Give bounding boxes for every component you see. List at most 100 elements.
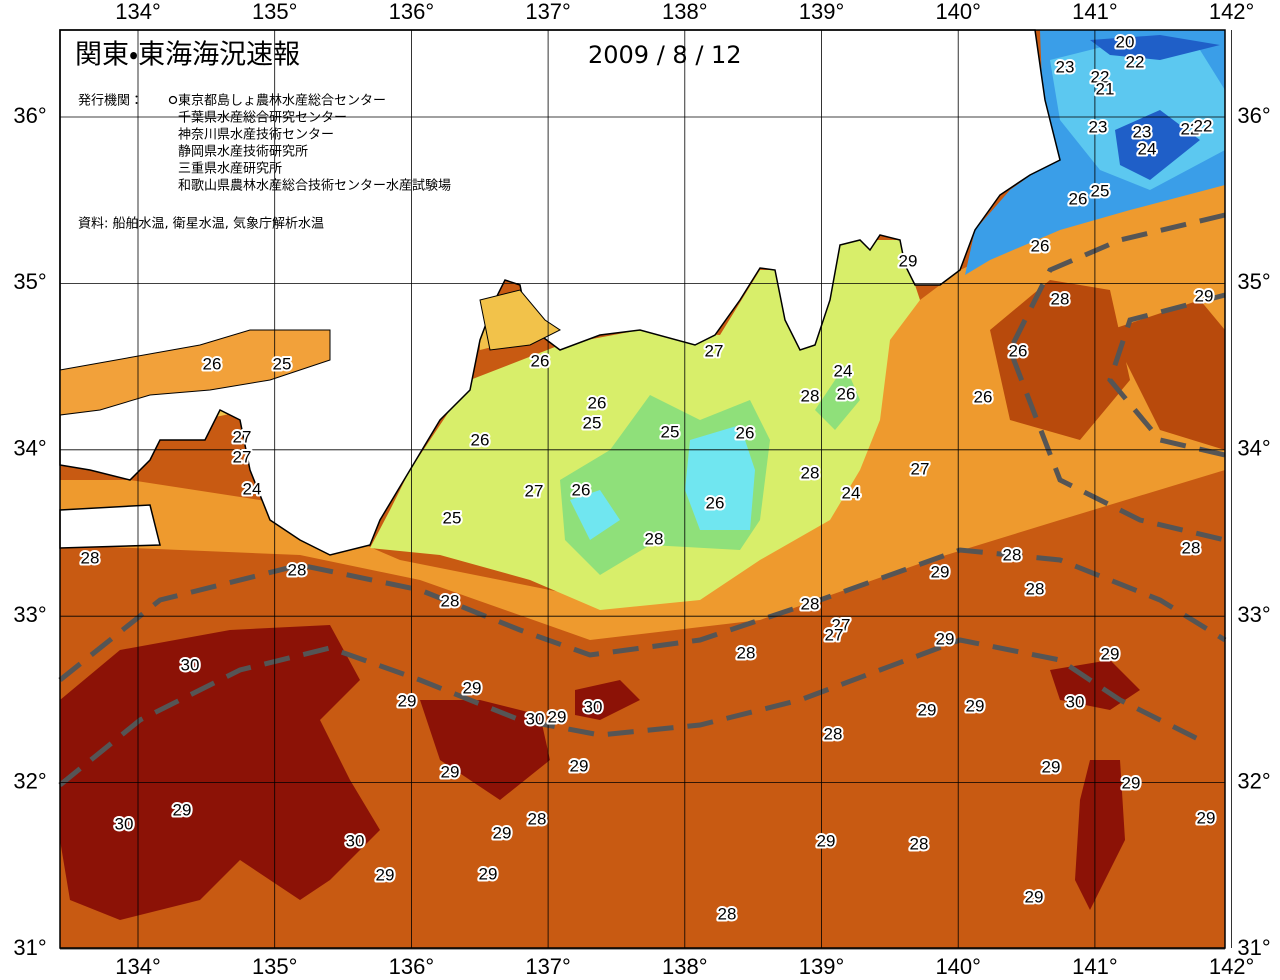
- contour-label: 27: [825, 625, 844, 644]
- lon-tick-label: 140°: [935, 0, 981, 24]
- contour-label: 29: [936, 629, 955, 648]
- issuer-label: 発行機関：: [78, 94, 143, 109]
- lon-tick-label: 139°: [799, 0, 845, 24]
- contour-label: 28: [718, 904, 737, 923]
- lon-tick-label: 138°: [662, 0, 708, 24]
- contour-label: 29: [441, 762, 460, 781]
- map-date: 2009 / 8 / 12: [588, 41, 742, 69]
- contour-label: 29: [931, 562, 950, 581]
- contour-label: 21: [1096, 79, 1115, 98]
- lon-tick-label: 134°: [115, 954, 161, 979]
- contour-label: 29: [899, 251, 918, 270]
- contour-label: 26: [1031, 236, 1050, 255]
- issuer-name: 三重県水産研究所: [178, 161, 282, 177]
- contour-label: 25: [583, 413, 602, 432]
- contour-label: 27: [233, 427, 252, 446]
- contour-label: 25: [443, 508, 462, 527]
- contour-label: 26: [706, 493, 725, 512]
- lat-tick-label: 33°: [1237, 602, 1270, 627]
- kuroshio-line: [1107, 292, 1226, 458]
- contour-label: 29: [493, 823, 512, 842]
- issuer-name: 和歌山県農林水産総合技術センター水産試験場: [178, 178, 451, 194]
- lon-tick-label: 136°: [389, 954, 435, 979]
- contour-label: 28: [824, 724, 843, 743]
- contour-label: 29: [1042, 757, 1061, 776]
- contour-label: 28: [645, 529, 664, 548]
- contour-label: 28: [528, 809, 547, 828]
- contour-label: 29: [918, 700, 937, 719]
- contour-label: 29: [966, 696, 985, 715]
- kuroshio-line: [1007, 212, 1226, 543]
- contour-label: 30: [115, 814, 134, 833]
- contour-label: 28: [81, 548, 100, 567]
- contour-label: 29: [1122, 773, 1141, 792]
- contour-label: 29: [1197, 808, 1216, 827]
- lat-tick-label: 34°: [1237, 436, 1270, 461]
- land: [59, 504, 161, 549]
- lat-tick-label: 32°: [1237, 768, 1270, 793]
- contour-label: 27: [832, 615, 851, 634]
- contour-label: 28: [737, 643, 756, 662]
- contour-label: 22: [1181, 119, 1200, 138]
- lon-tick-label: 135°: [252, 0, 298, 24]
- contour-label: 29: [548, 707, 567, 726]
- contour-label: 27: [233, 447, 252, 466]
- contour-label: 29: [479, 864, 498, 883]
- contour-label: 24: [243, 479, 262, 498]
- contour-label: 25: [273, 354, 292, 373]
- lon-tick-label: 141°: [1072, 954, 1118, 979]
- zone-24: [570, 425, 755, 540]
- issuer-name: 静岡県水産技術研究所: [178, 144, 308, 160]
- contour-label: 26: [1069, 189, 1088, 208]
- issuer-bullet: [168, 95, 178, 105]
- lat-tick-label: 31°: [1237, 935, 1270, 960]
- zone-29: [990, 280, 1225, 450]
- lon-tick-label: 142°: [1209, 0, 1255, 24]
- contour-label: 30: [181, 655, 200, 674]
- contour-label: 30: [526, 709, 545, 728]
- contour-label: 26: [974, 387, 993, 406]
- contour-label: 28: [1182, 538, 1201, 557]
- contour-label: 30: [346, 831, 365, 850]
- lon-tick-label: 137°: [525, 0, 571, 24]
- lon-tick-label: 141°: [1072, 0, 1118, 24]
- contour-label: 26: [588, 393, 607, 412]
- contour-label: 29: [376, 865, 395, 884]
- kuroshio-line: [58, 547, 1227, 682]
- lon-tick-label: 140°: [935, 954, 981, 979]
- contour-label: 22: [1126, 52, 1145, 71]
- lon-tick-label: 142°: [1209, 954, 1255, 979]
- lat-tick-label: 36°: [13, 103, 46, 128]
- land: [59, 29, 1061, 556]
- contour-label: 30: [1066, 692, 1085, 711]
- contour-label: 23: [1089, 117, 1108, 136]
- contour-label: 24: [834, 361, 853, 380]
- lon-tick-label: 135°: [252, 954, 298, 979]
- contour-label: 27: [911, 459, 930, 478]
- source-note: 資料: 船舶水温, 衛星水温, 気象庁解析水温: [78, 216, 324, 232]
- contour-label: 26: [1009, 341, 1028, 360]
- contour-label: 26: [531, 351, 550, 370]
- lat-tick-label: 33°: [13, 602, 46, 627]
- contour-label: 28: [1051, 289, 1070, 308]
- contour-label: 26: [837, 384, 856, 403]
- contour-label: 30: [584, 697, 603, 716]
- contour-label: 25: [661, 422, 680, 441]
- issuer-name: 千葉県水産総合研究センター: [178, 110, 347, 126]
- contour-label: 28: [1003, 545, 1022, 564]
- contour-label: 23: [1056, 57, 1075, 76]
- zone-28: [60, 180, 1225, 640]
- lon-tick-label: 134°: [115, 0, 161, 24]
- frame: [59, 29, 1226, 949]
- contour-label: 28: [801, 594, 820, 613]
- lon-tick-label: 138°: [662, 954, 708, 979]
- contour-label: 26: [471, 430, 490, 449]
- contour-label: 29: [570, 756, 589, 775]
- contour-label: 29: [463, 678, 482, 697]
- contour-label: 29: [1101, 644, 1120, 663]
- contour-label: 28: [441, 591, 460, 610]
- contour-label: 28: [288, 560, 307, 579]
- lat-tick-label: 32°: [13, 768, 46, 793]
- contour-label: 20: [1116, 32, 1135, 51]
